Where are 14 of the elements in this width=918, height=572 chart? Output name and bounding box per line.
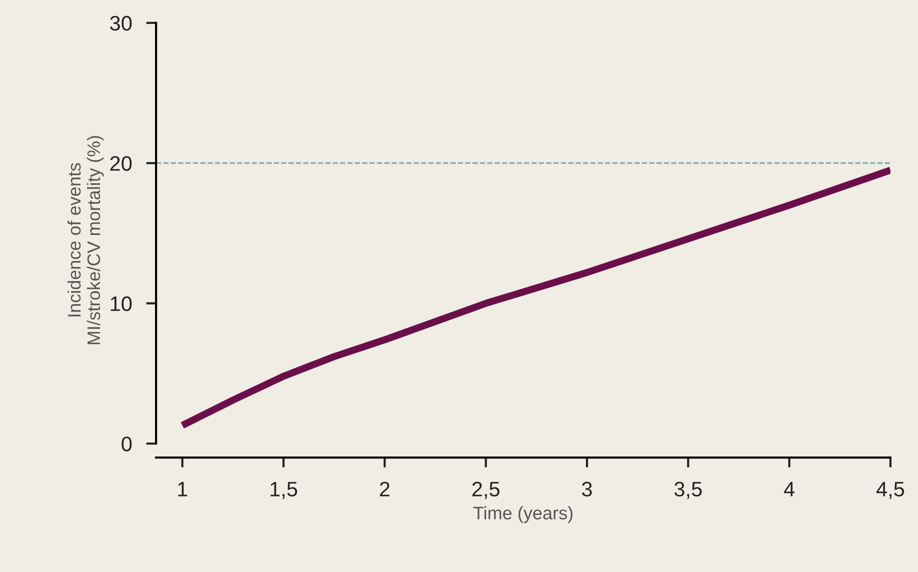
x-tick-label: 3 (582, 482, 592, 497)
y-tick-label: 20 (110, 156, 132, 171)
y-axis-title: Incidence of events MI/stroke/CV mortality (%) (67, 136, 104, 344)
x-tick-label: 1 (178, 482, 188, 496)
y-tick-label: 10 (110, 296, 132, 312)
y-tick-label: 30 (110, 16, 132, 31)
x-tick-label: 3,5 (674, 482, 702, 499)
x-tick-label: 1,5 (270, 482, 298, 499)
x-tick-label: 4,5 (876, 482, 904, 499)
x-tick-label: 2,5 (472, 482, 500, 499)
x-tick-label: 2 (380, 482, 390, 496)
x-axis-title: Time (years) (473, 506, 572, 524)
y-tick-label: 0 (122, 436, 132, 452)
x-tick-label: 4 (784, 482, 794, 496)
